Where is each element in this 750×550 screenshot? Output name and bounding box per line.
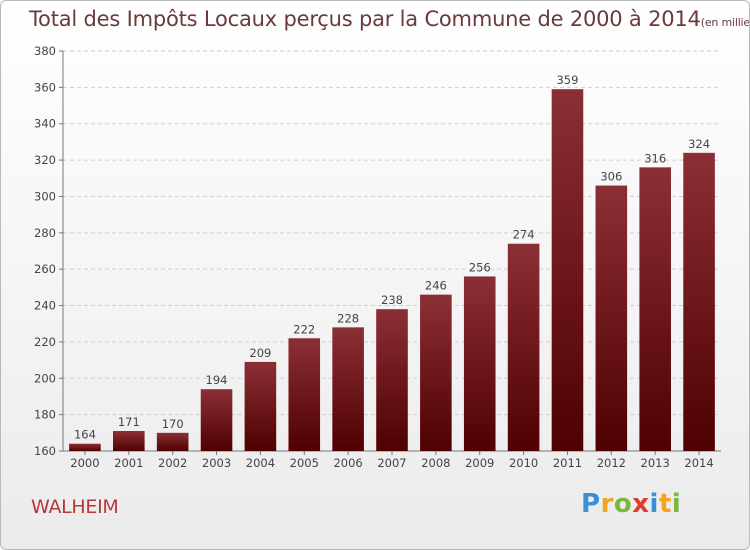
x-tick-label: 2009 <box>465 456 494 470</box>
bar <box>463 276 496 451</box>
y-tick-label: 200 <box>34 371 56 385</box>
bars <box>69 89 715 451</box>
y-tick-label: 240 <box>34 299 56 313</box>
x-tick-label: 2005 <box>290 456 319 470</box>
bar <box>288 338 321 451</box>
bar <box>156 432 189 451</box>
x-tick-label: 2010 <box>509 456 538 470</box>
bar <box>200 389 233 451</box>
value-label: 170 <box>162 417 184 431</box>
value-label: 324 <box>688 137 710 151</box>
bar <box>376 309 408 451</box>
bar <box>244 361 277 451</box>
bar <box>551 89 584 451</box>
logo-letter: x <box>632 489 650 519</box>
value-label: 194 <box>206 373 228 387</box>
value-label: 256 <box>469 260 491 274</box>
value-label: 246 <box>425 279 447 293</box>
y-tick-label: 260 <box>34 262 56 276</box>
logo-letter: i <box>649 489 659 519</box>
chart-title-text: Total des Impôts Locaux perçus par la Co… <box>29 7 701 31</box>
y-tick-label: 360 <box>34 80 56 94</box>
value-label: 274 <box>513 228 535 242</box>
chart-unit: (en milliers d'€) <box>700 16 750 29</box>
value-label: 238 <box>381 293 403 307</box>
logo-letter: t <box>658 489 672 519</box>
bar <box>507 243 540 451</box>
value-label: 316 <box>644 151 666 165</box>
y-tick-label: 180 <box>34 408 56 422</box>
x-tick-label: 2013 <box>641 456 670 470</box>
bar <box>595 185 628 451</box>
axes: 160 180 200 220 240 260 280 300 320 340 360 380 2000… <box>34 44 721 470</box>
value-label: 171 <box>118 415 140 429</box>
bar <box>683 152 715 451</box>
y-tick-label: 280 <box>34 226 56 240</box>
bar <box>113 431 145 451</box>
value-label: 228 <box>337 311 359 325</box>
y-tick-label: 220 <box>34 335 56 349</box>
x-tick-label: 2004 <box>246 456 275 470</box>
x-tick-label: 2008 <box>421 456 450 470</box>
x-tick-label: 2001 <box>114 456 143 470</box>
logo-letter: o <box>613 489 633 519</box>
x-tick-label: 2014 <box>684 456 713 470</box>
logo-letter: P <box>581 489 601 519</box>
x-tick-label: 2002 <box>158 456 187 470</box>
value-label: 222 <box>293 322 315 336</box>
y-tick-label: 380 <box>34 44 56 58</box>
bar <box>639 167 671 451</box>
logo-letter: r <box>600 489 614 519</box>
bar <box>420 294 452 451</box>
bar <box>69 443 101 451</box>
x-tick-label: 2011 <box>553 456 582 470</box>
proxiti-logo: Proxiti <box>581 489 681 519</box>
x-tick-label: 2007 <box>377 456 406 470</box>
y-tick-label: 320 <box>34 153 56 167</box>
y-tick-label: 340 <box>34 117 56 131</box>
x-tick-label: 2000 <box>70 456 99 470</box>
x-tick-label: 2006 <box>333 456 362 470</box>
data-labels: 164 171 170 194 209 222 228 238 246 256 274 359 306 3… <box>74 73 710 442</box>
bar <box>332 327 364 451</box>
commune-name: WALHEIM <box>31 496 119 518</box>
x-tick-label: 2003 <box>202 456 231 470</box>
value-label: 209 <box>249 346 271 360</box>
value-label: 164 <box>74 428 96 442</box>
x-tick-label: 2012 <box>597 456 626 470</box>
value-label: 306 <box>600 170 622 184</box>
y-tick-label: 300 <box>34 189 56 203</box>
y-tick-label: 160 <box>34 444 56 458</box>
chart-title: Total des Impôts Locaux perçus par la Co… <box>29 7 750 31</box>
logo-letter: i <box>671 489 682 519</box>
value-label: 359 <box>556 73 578 87</box>
